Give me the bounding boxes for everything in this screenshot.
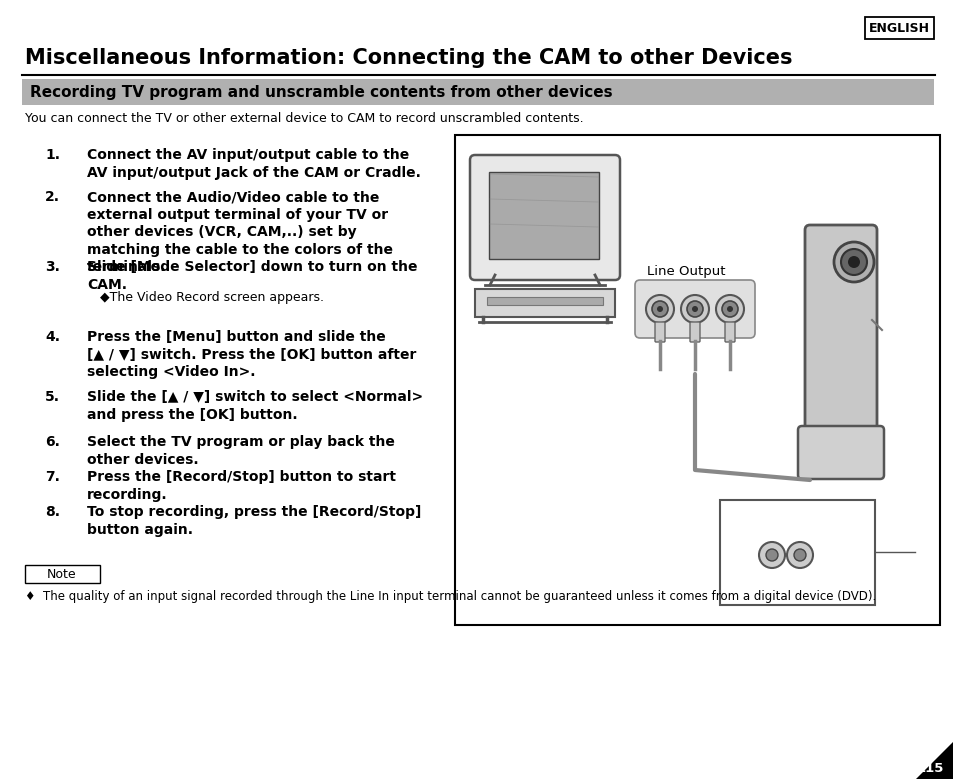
Text: 115: 115 bbox=[916, 762, 943, 774]
Text: Connect the Audio/Video cable to the
external output terminal of your TV or
othe: Connect the Audio/Video cable to the ext… bbox=[87, 190, 393, 274]
Text: 2.: 2. bbox=[45, 190, 60, 204]
Circle shape bbox=[680, 295, 708, 323]
Circle shape bbox=[721, 301, 738, 317]
Circle shape bbox=[657, 306, 662, 312]
FancyBboxPatch shape bbox=[470, 155, 619, 280]
Text: 6.: 6. bbox=[45, 435, 60, 449]
Circle shape bbox=[651, 301, 667, 317]
Text: Line Output: Line Output bbox=[646, 265, 724, 278]
FancyBboxPatch shape bbox=[804, 225, 876, 435]
Text: You can connect the TV or other external device to CAM to record unscrambled con: You can connect the TV or other external… bbox=[25, 111, 583, 125]
FancyBboxPatch shape bbox=[25, 565, 100, 583]
Circle shape bbox=[841, 249, 866, 275]
Circle shape bbox=[786, 542, 812, 568]
Circle shape bbox=[759, 542, 784, 568]
Text: 8.: 8. bbox=[45, 505, 60, 519]
Text: ENGLISH: ENGLISH bbox=[868, 22, 929, 34]
Text: ◆The Video Record screen appears.: ◆The Video Record screen appears. bbox=[100, 291, 324, 304]
Circle shape bbox=[793, 549, 805, 561]
FancyBboxPatch shape bbox=[486, 297, 602, 305]
Circle shape bbox=[847, 256, 859, 268]
Text: Select the TV program or play back the
other devices.: Select the TV program or play back the o… bbox=[87, 435, 395, 467]
FancyBboxPatch shape bbox=[655, 322, 664, 342]
Text: Slide [Mode Selector] down to turn on the
CAM.: Slide [Mode Selector] down to turn on th… bbox=[87, 260, 417, 291]
FancyBboxPatch shape bbox=[22, 79, 933, 105]
FancyBboxPatch shape bbox=[724, 322, 734, 342]
FancyBboxPatch shape bbox=[489, 172, 598, 259]
Text: 7.: 7. bbox=[45, 470, 60, 484]
Text: 3.: 3. bbox=[45, 260, 60, 274]
Circle shape bbox=[726, 306, 732, 312]
Text: 4.: 4. bbox=[45, 330, 60, 344]
FancyBboxPatch shape bbox=[635, 280, 754, 338]
Polygon shape bbox=[915, 741, 953, 779]
Text: ♦  The quality of an input signal recorded through the Line In input terminal ca: ♦ The quality of an input signal recorde… bbox=[25, 590, 876, 603]
Text: To stop recording, press the [Record/Stop]
button again.: To stop recording, press the [Record/Sto… bbox=[87, 505, 421, 537]
FancyBboxPatch shape bbox=[797, 426, 883, 479]
Text: 5.: 5. bbox=[45, 390, 60, 404]
Text: Recording TV program and unscramble contents from other devices: Recording TV program and unscramble cont… bbox=[30, 84, 612, 100]
Circle shape bbox=[716, 295, 743, 323]
Text: Press the [Record/Stop] button to start
recording.: Press the [Record/Stop] button to start … bbox=[87, 470, 395, 502]
Text: 1.: 1. bbox=[45, 148, 60, 162]
Circle shape bbox=[645, 295, 673, 323]
Circle shape bbox=[686, 301, 702, 317]
FancyBboxPatch shape bbox=[720, 500, 874, 605]
FancyBboxPatch shape bbox=[475, 289, 615, 317]
Circle shape bbox=[833, 242, 873, 282]
FancyBboxPatch shape bbox=[689, 322, 700, 342]
Text: Miscellaneous Information: Connecting the CAM to other Devices: Miscellaneous Information: Connecting th… bbox=[25, 48, 792, 68]
Circle shape bbox=[691, 306, 698, 312]
FancyBboxPatch shape bbox=[455, 135, 939, 625]
Text: Connect the AV input/output cable to the
AV input/output Jack of the CAM or Crad: Connect the AV input/output cable to the… bbox=[87, 148, 420, 179]
Text: Slide the [▲ / ▼] switch to select <Normal>
and press the [OK] button.: Slide the [▲ / ▼] switch to select <Norm… bbox=[87, 390, 423, 421]
Text: Note: Note bbox=[47, 567, 77, 580]
Text: Press the [Menu] button and slide the
[▲ / ▼] switch. Press the [OK] button afte: Press the [Menu] button and slide the [▲… bbox=[87, 330, 416, 379]
Circle shape bbox=[765, 549, 778, 561]
